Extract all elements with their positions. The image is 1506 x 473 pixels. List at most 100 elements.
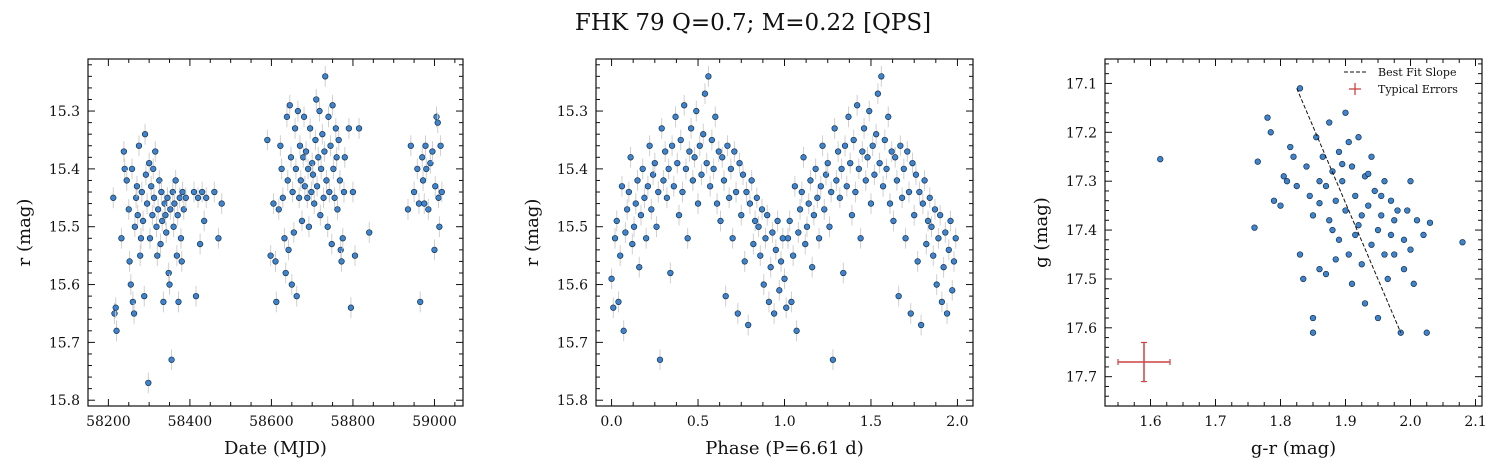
data-point — [113, 327, 120, 334]
data-point — [130, 310, 138, 317]
data-point — [421, 200, 428, 207]
data-point — [715, 148, 722, 155]
y-tick-label: 17.7 — [1066, 370, 1097, 386]
data-point — [810, 211, 818, 219]
data-point — [433, 113, 440, 120]
data-point — [157, 240, 164, 248]
y-axis-label: r (mag) — [522, 199, 543, 267]
data-point — [425, 206, 432, 213]
data-point — [1157, 156, 1164, 163]
data-point — [123, 177, 130, 184]
data-point — [909, 159, 916, 167]
data-point — [1277, 202, 1284, 209]
data-point — [146, 235, 154, 242]
plot-frame — [87, 58, 464, 407]
y-tick-label: 15.3 — [49, 104, 80, 120]
data-point — [672, 113, 679, 120]
data-point — [793, 327, 800, 334]
data-point — [708, 136, 716, 144]
data-point — [318, 165, 325, 173]
data-point — [814, 194, 821, 201]
data-point — [869, 142, 876, 149]
data-point — [292, 165, 300, 173]
data-point — [755, 223, 762, 230]
data-point — [770, 310, 778, 317]
data-point — [881, 136, 888, 144]
data-point — [836, 194, 843, 201]
x-tick-label: 1.9 — [1334, 414, 1356, 430]
data-point — [1309, 314, 1317, 322]
data-point — [1335, 148, 1343, 156]
data-point — [152, 148, 159, 155]
data-point — [636, 264, 643, 271]
data-point — [312, 136, 319, 144]
data-point — [417, 298, 424, 306]
data-point — [795, 229, 802, 236]
data-point — [308, 188, 315, 196]
data-point — [1381, 251, 1388, 258]
data-point — [935, 235, 942, 242]
legend: Best Fit Slope Typical Errors — [1344, 66, 1458, 96]
data-point — [840, 269, 847, 277]
data-point — [1365, 202, 1372, 209]
data-point — [139, 217, 147, 225]
data-point — [125, 206, 132, 213]
data-point — [930, 252, 937, 259]
x-tick-label: 58200 — [86, 414, 131, 430]
data-point — [643, 235, 650, 242]
data-point — [180, 206, 187, 213]
data-point — [437, 142, 444, 149]
data-point — [781, 275, 788, 282]
data-point — [1355, 134, 1362, 141]
panel-3: 1.6 1.7 1.8 1.9 2.0 2.1 17.1 17.2 17.3 17.4 17.5 17… — [1031, 58, 1487, 459]
data-point — [677, 136, 684, 144]
data-point — [1365, 170, 1372, 178]
data-point — [713, 200, 721, 207]
data-point — [829, 356, 837, 363]
data-point — [608, 275, 615, 282]
data-point — [617, 252, 624, 259]
data-point — [1400, 266, 1408, 273]
data-point — [287, 154, 295, 161]
data-point — [1374, 226, 1382, 234]
data-point — [921, 177, 928, 184]
data-point — [326, 188, 333, 196]
data-point — [667, 269, 674, 277]
data-point — [886, 200, 894, 207]
data-point — [1368, 153, 1375, 160]
y-tick-label: 15.7 — [557, 335, 588, 351]
data-point — [734, 310, 741, 317]
data-point — [154, 206, 162, 213]
data-point — [900, 165, 907, 173]
data-point — [862, 177, 869, 184]
data-point — [311, 200, 318, 207]
data-point — [328, 240, 335, 248]
data-point — [751, 217, 759, 225]
data-point — [1267, 129, 1274, 136]
y-tick-label: 17.4 — [1066, 223, 1097, 239]
data-point — [163, 229, 170, 236]
data-point — [1423, 329, 1430, 336]
data-point — [815, 235, 823, 242]
data-point — [831, 125, 838, 132]
x-tick-label: 2.0 — [946, 414, 968, 430]
y-tick-label: 17.5 — [1066, 272, 1097, 288]
data-point — [864, 154, 871, 161]
data-point — [736, 159, 743, 167]
data-point — [182, 194, 189, 201]
data-point — [324, 223, 331, 230]
data-point — [1316, 200, 1323, 207]
data-point — [687, 125, 695, 132]
data-point — [800, 154, 807, 161]
data-point — [1355, 222, 1362, 229]
x-tick-label: 58600 — [249, 414, 294, 430]
best-fit-line — [1296, 88, 1402, 333]
data-point — [807, 177, 814, 184]
data-point — [283, 113, 291, 120]
data-point — [288, 281, 295, 288]
data-point — [168, 356, 175, 363]
data-point — [1352, 231, 1359, 239]
data-point — [1352, 192, 1359, 199]
data-point — [662, 148, 669, 155]
